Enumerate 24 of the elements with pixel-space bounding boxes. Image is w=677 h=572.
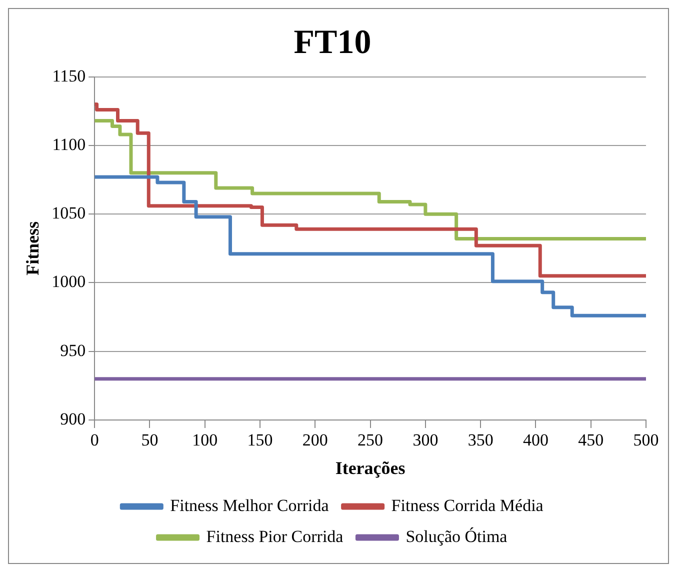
legend-label: Fitness Melhor Corrida [170, 496, 330, 515]
x-tick-label: 350 [468, 430, 494, 450]
x-tick-label: 50 [141, 430, 158, 450]
legend-label: Fitness Corrida Média [391, 496, 544, 515]
y-tick-label: 1000 [52, 272, 86, 292]
legend-label: Fitness Pior Corrida [206, 526, 344, 546]
chart-title: FT10 [294, 24, 372, 62]
x-tick-label: 450 [578, 430, 604, 450]
y-tick-label: 1100 [52, 134, 86, 154]
y-axis-title: Fitness [22, 221, 42, 276]
x-axis-title: Iterações [335, 458, 406, 478]
x-tick-label: 100 [192, 430, 218, 450]
y-tick-label: 950 [60, 340, 86, 360]
y-tick-label: 900 [60, 409, 86, 428]
y-tick-label: 1050 [52, 204, 86, 223]
x-tick-label: 150 [247, 430, 273, 450]
y-tick-label: 1150 [52, 66, 86, 86]
x-tick-label: 0 [90, 430, 99, 450]
x-tick-label: 500 [633, 430, 659, 450]
x-tick-label: 300 [412, 430, 438, 450]
x-tick-label: 250 [358, 430, 384, 450]
x-tick-label: 200 [302, 430, 328, 450]
x-tick-label: 400 [522, 430, 548, 450]
legend-label: Solução Ótima [406, 526, 508, 546]
